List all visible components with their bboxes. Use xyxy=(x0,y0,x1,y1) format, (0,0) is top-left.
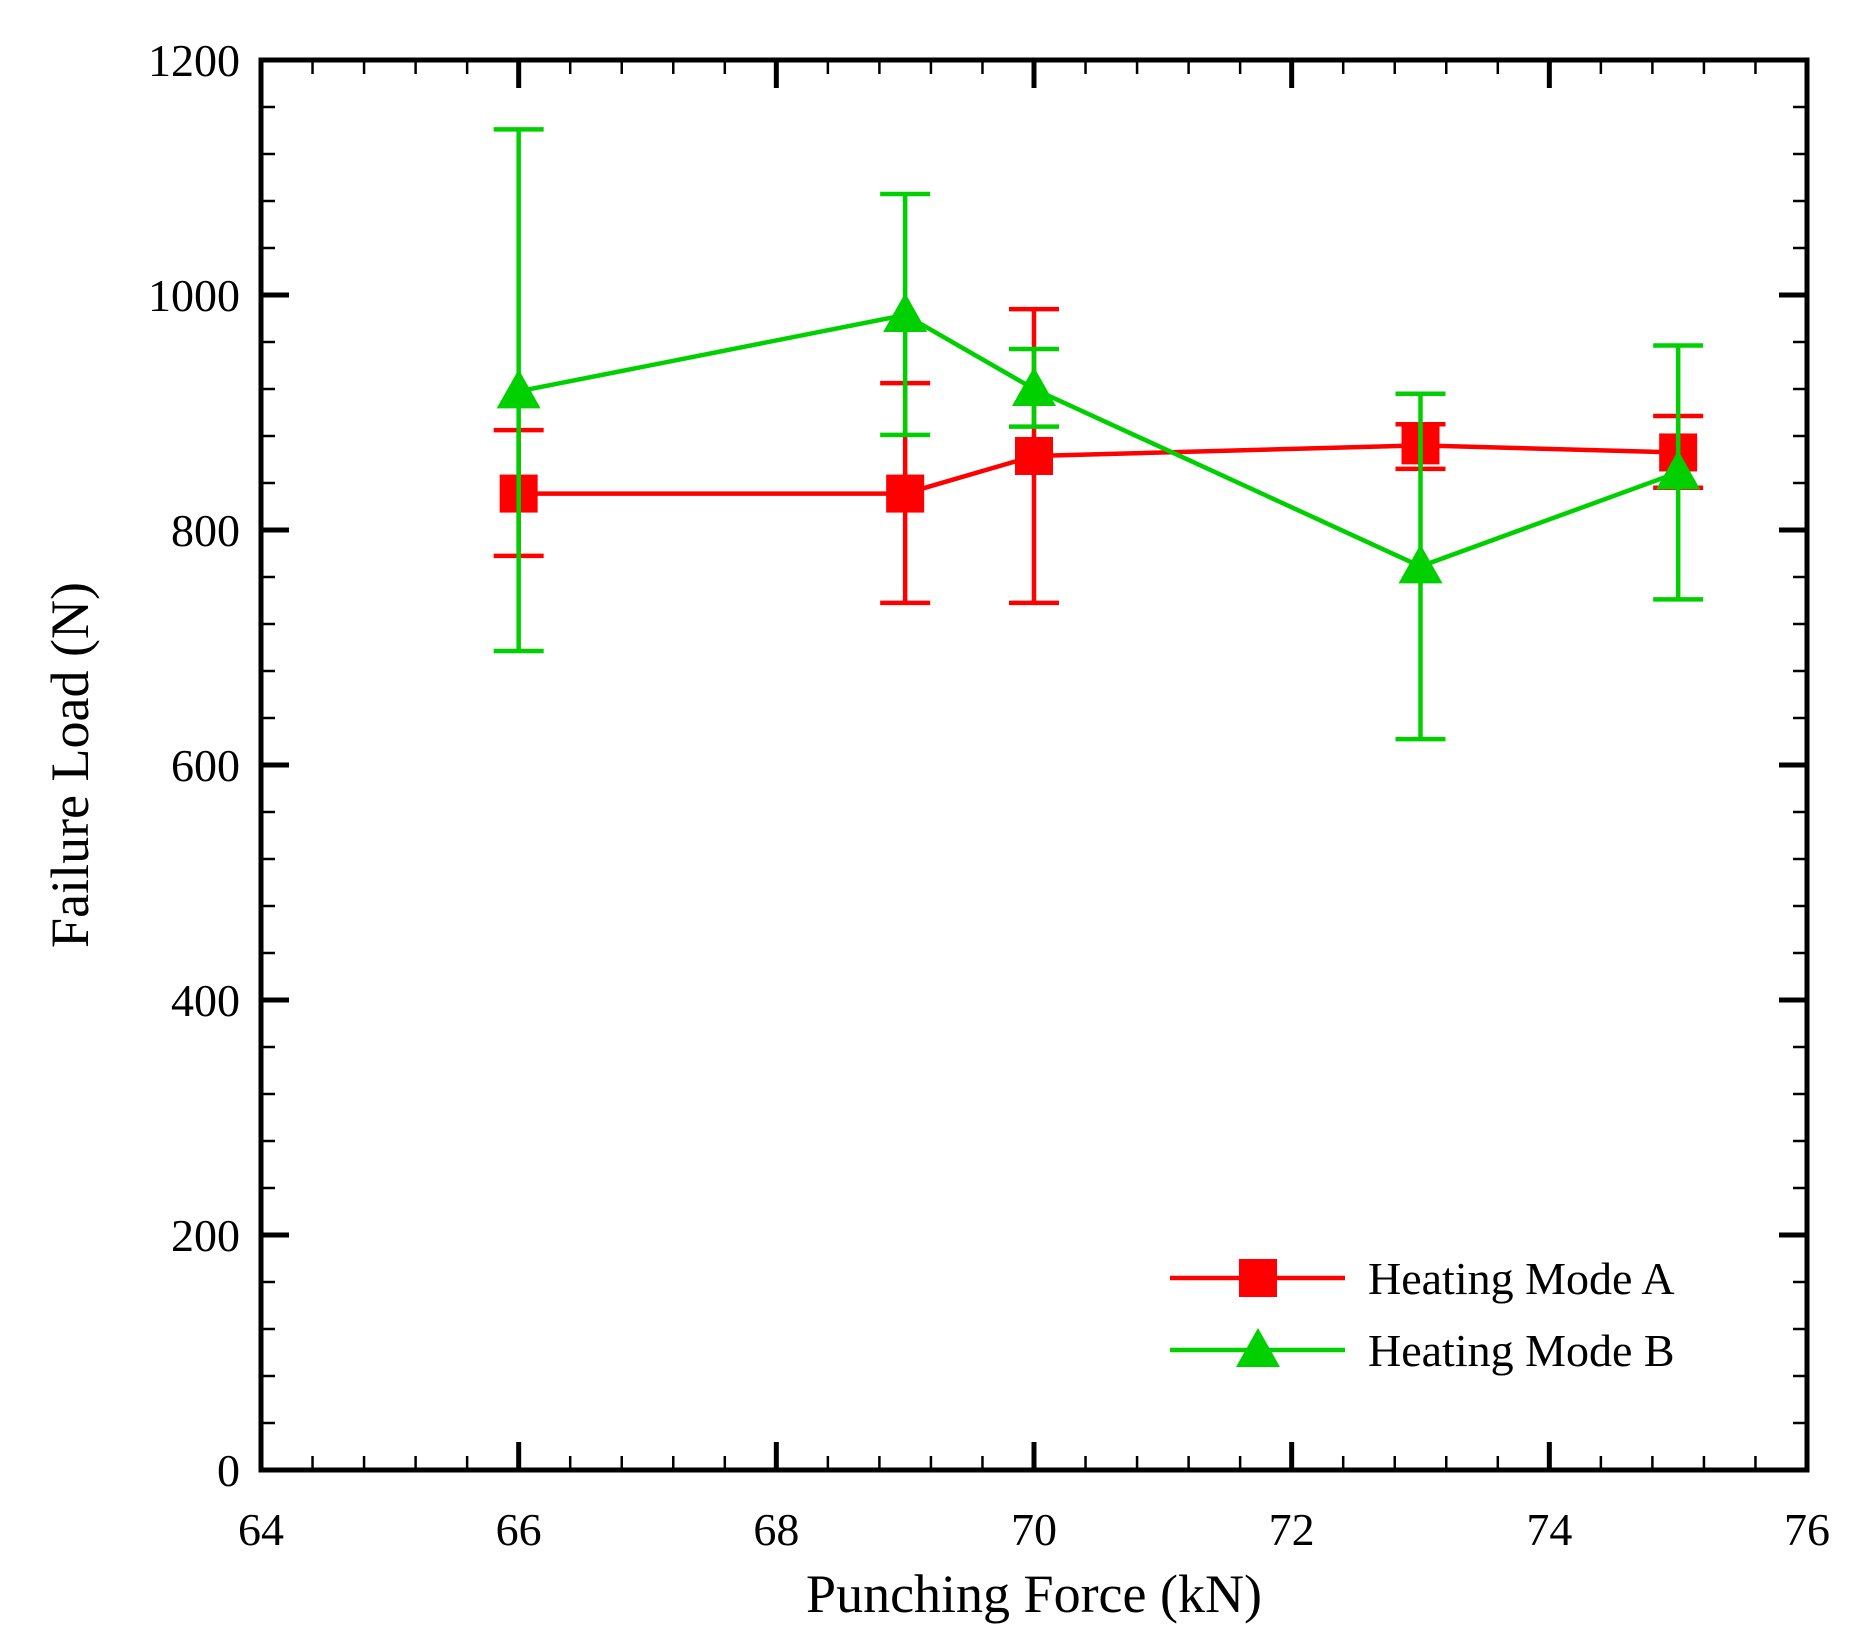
y-tick-label: 600 xyxy=(171,740,240,791)
y-axis-title: Failure Load (N) xyxy=(40,582,100,948)
y-tick-label: 0 xyxy=(217,1445,240,1496)
data-point xyxy=(1015,436,1053,475)
data-point xyxy=(1656,450,1701,490)
series-heating-mode-b xyxy=(493,127,1704,742)
data-point xyxy=(1398,544,1443,584)
series-line xyxy=(518,443,1679,496)
y-tick-label: 1000 xyxy=(148,270,240,321)
legend-item: Heating Mode A xyxy=(1170,1253,1675,1304)
data-point xyxy=(883,292,928,332)
series-heating-mode-a xyxy=(493,306,1704,606)
y-tick-label: 800 xyxy=(171,505,240,556)
data-point xyxy=(496,369,541,409)
legend-item: Heating Mode B xyxy=(1170,1325,1675,1376)
legend-label: Heating Mode A xyxy=(1368,1253,1675,1304)
plot-frame xyxy=(258,57,1810,1473)
series-line xyxy=(518,312,1679,569)
legend-marker xyxy=(1236,1328,1280,1367)
data-point xyxy=(886,474,925,513)
legend: Heating Mode A Heating Mode B xyxy=(1170,1253,1675,1376)
x-tick-label: 66 xyxy=(496,1504,542,1555)
x-tick-label: 64 xyxy=(238,1504,284,1555)
x-tick-label: 70 xyxy=(1011,1504,1057,1555)
x-tick-label: 68 xyxy=(753,1504,799,1555)
legend-label: Heating Mode B xyxy=(1368,1325,1675,1376)
y-tick-label: 200 xyxy=(171,1210,240,1261)
x-axis-title: Punching Force (kN) xyxy=(806,1564,1262,1624)
y-tick-label: 1200 xyxy=(148,35,240,86)
y-tick-label: 400 xyxy=(171,975,240,1026)
x-tick-label: 72 xyxy=(1269,1504,1315,1555)
x-tick-label: 74 xyxy=(1526,1504,1572,1555)
legend-marker xyxy=(1239,1259,1277,1297)
series-layer xyxy=(493,127,1704,742)
tick-labels: 64 66 68 70 72 74 76 0 200 400 600 800 1000 1200 xyxy=(148,35,1830,1555)
x-tick-label: 76 xyxy=(1784,1504,1830,1555)
data-point xyxy=(1012,367,1056,406)
